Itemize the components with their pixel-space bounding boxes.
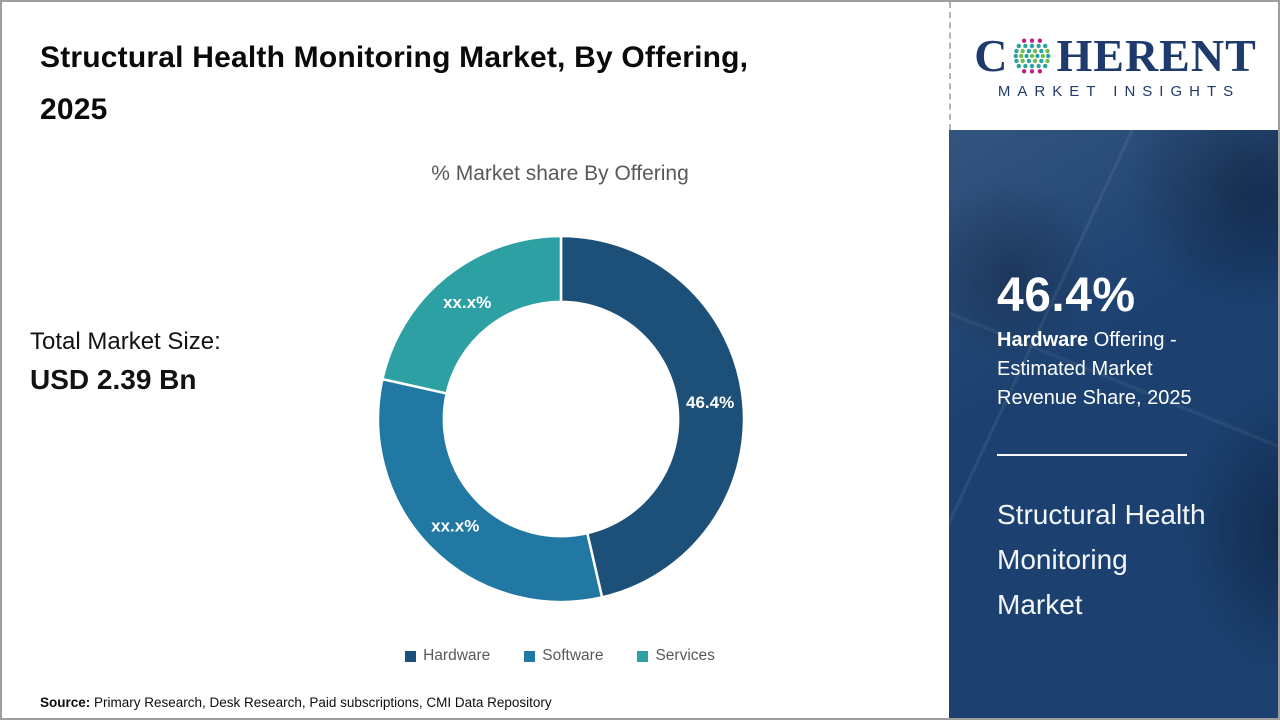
donut-slice-services (381, 234, 563, 395)
chart-title: % Market share By Offering (431, 162, 689, 185)
panel-market-name: Structural Health Monitoring Market (997, 499, 1206, 620)
hardware-share-description: Hardware Offering - Estimated Market Rev… (997, 326, 1229, 413)
hardware-share-value: 46.4% (997, 269, 1136, 322)
donut-slice-hardware (559, 234, 746, 599)
share-desc-rest: Offering - Estimated Market Revenue Shar… (997, 329, 1192, 409)
legend-item-software: Software (524, 647, 603, 665)
slice-label-software: xx.x% (431, 516, 479, 535)
legend-label-services: Services (655, 647, 715, 664)
source-text: Primary Research, Desk Research, Paid su… (90, 695, 552, 710)
page-title: Structural Health Monitoring Market, By … (40, 41, 749, 126)
source-label: Source: (40, 695, 91, 710)
total-market-label: Total Market Size: (30, 328, 221, 355)
total-market-value: USD 2.39 Bn (30, 364, 197, 395)
legend-swatch-services (637, 650, 649, 662)
legend-item-hardware: Hardware (405, 647, 490, 665)
chart-legend: Hardware Software Services (360, 647, 760, 665)
logo-globe-icon (1014, 38, 1051, 73)
donut-slice-software (376, 377, 604, 604)
legend-label-hardware: Hardware (423, 647, 491, 664)
highlight-panel: 46.4% Hardware Offering - Estimated Mark… (949, 130, 1278, 718)
total-market-block: Total Market Size: USD 2.39 Bn (30, 328, 221, 396)
company-logo: C HERENT (974, 29, 1257, 81)
legend-label-software: Software (542, 647, 604, 664)
legend-swatch-software (524, 650, 536, 662)
legend-swatch-hardware (405, 650, 417, 662)
donut-chart: 46.4% xx.x% xx.x% (376, 234, 746, 604)
logo-text-start: C (974, 29, 1009, 81)
panel-divider (997, 454, 1187, 456)
slice-label-hardware: 46.4% (686, 393, 734, 412)
logo-subtitle: MARKET INSIGHTS (997, 82, 1241, 100)
legend-item-services: Services (637, 647, 715, 665)
logo-box: C HERENT MARKET INSIGHTS (949, 2, 1278, 130)
source-line: Source: Primary Research, Desk Research,… (40, 695, 552, 710)
logo-text-end: HERENT (1056, 29, 1257, 81)
slice-label-services: xx.x% (443, 293, 491, 312)
share-desc-highlight: Hardware (997, 329, 1089, 351)
